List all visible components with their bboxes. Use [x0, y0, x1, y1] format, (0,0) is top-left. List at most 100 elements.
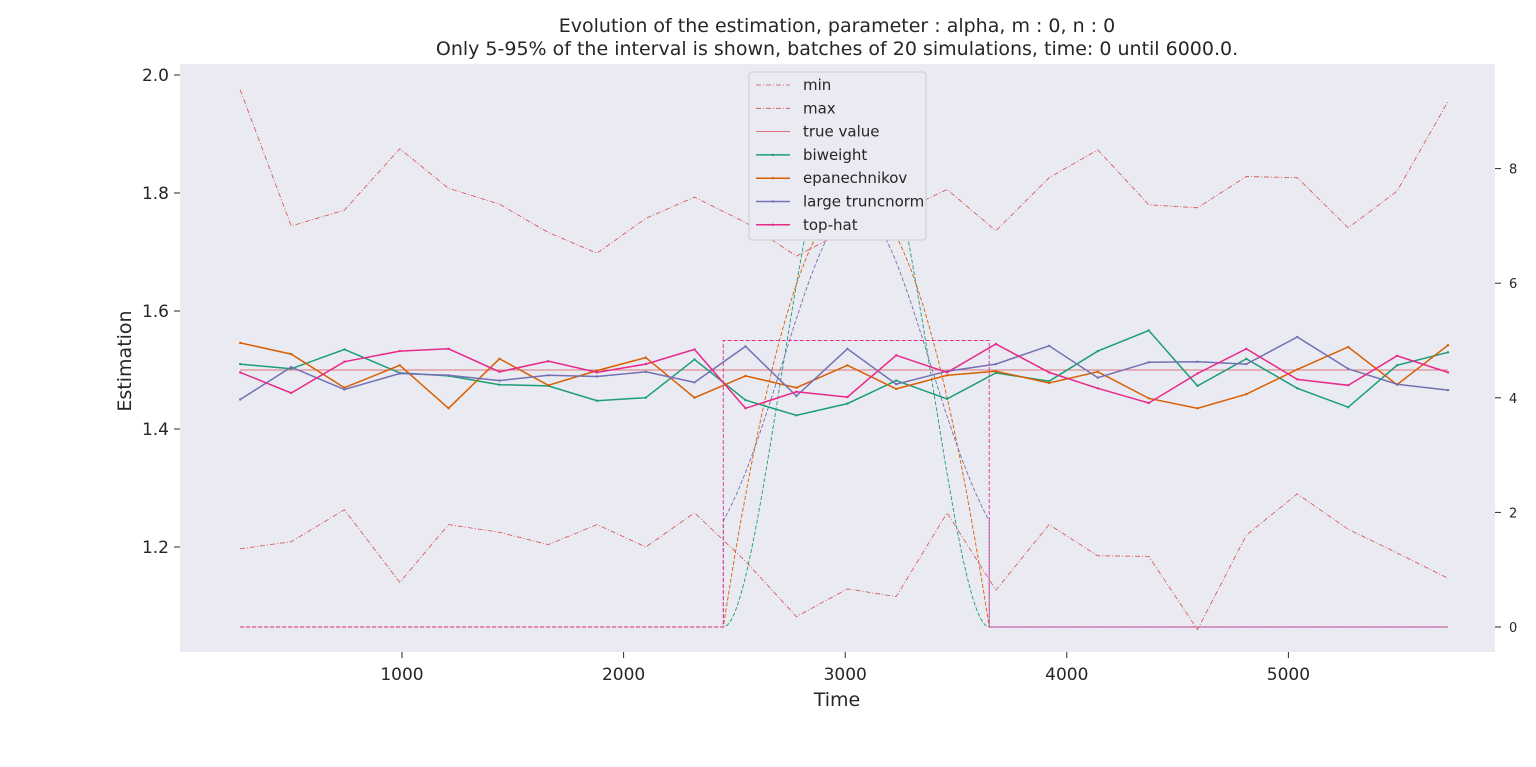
y-tick-label: 2.0 [142, 66, 169, 86]
data-point [744, 407, 747, 410]
data-point [1096, 376, 1100, 379]
legend-marker [771, 153, 775, 157]
data-point [595, 375, 599, 378]
data-point [1096, 349, 1100, 353]
data-point [1296, 387, 1299, 390]
x-tick-label: 1000 [380, 665, 423, 685]
legend-label: true value [803, 123, 880, 141]
data-point [239, 341, 242, 345]
data-point [846, 395, 849, 399]
kernel-curve-2 [240, 208, 1448, 628]
legend-label: large truncnorm [803, 193, 924, 211]
data-point [498, 357, 501, 360]
legend-label: top-hat [803, 216, 858, 234]
legend-marker [771, 200, 775, 203]
data-point [795, 414, 798, 417]
data-point [693, 358, 696, 361]
data-point [1196, 384, 1199, 388]
legend-label: epanechnikov [803, 169, 907, 187]
data-point [1347, 384, 1350, 387]
data-point [398, 372, 401, 375]
data-point [1147, 397, 1151, 400]
data-point [447, 407, 450, 410]
y-tick-label: 1.2 [142, 538, 169, 558]
data-point [1395, 354, 1399, 357]
legend-items: min max true value biweight epanechnikov larg… [756, 76, 924, 234]
data-point [994, 371, 998, 375]
y-tick-label: 1.6 [142, 302, 169, 322]
data-point [895, 354, 898, 357]
data-point [1196, 407, 1199, 410]
data-point [343, 360, 346, 363]
data-point [945, 374, 949, 377]
data-point [290, 365, 293, 369]
data-point [994, 342, 998, 346]
data-point [498, 383, 501, 386]
data-point [547, 384, 550, 387]
x-tick-label: 3000 [824, 665, 867, 685]
data-point [1096, 370, 1100, 373]
data-point [795, 390, 798, 393]
data-point [1245, 362, 1248, 366]
data-point [846, 364, 849, 367]
legend-label: biweight [803, 146, 867, 164]
data-point [644, 356, 647, 359]
data-point [547, 360, 550, 363]
legend: min max true value biweight epanechnikov larg… [748, 71, 927, 241]
data-point [644, 370, 647, 373]
x-tick-label: 4000 [1045, 665, 1088, 685]
data-point [1245, 347, 1248, 350]
y2-tick-label: 4 [1509, 392, 1517, 407]
data-point [1446, 388, 1450, 392]
data-point [1147, 401, 1151, 405]
data-point [945, 397, 949, 401]
data-point [1395, 364, 1399, 367]
data-point [744, 345, 747, 348]
y2-tick-label: 6 [1509, 277, 1517, 292]
data-point [644, 396, 647, 399]
data-point [1047, 380, 1051, 383]
x-tick-label: 2000 [602, 665, 645, 685]
y-tick-label: 1.4 [142, 420, 169, 440]
data-point [1296, 368, 1299, 371]
y-tick-label: 1.8 [142, 184, 169, 204]
data-point [290, 391, 293, 395]
data-point [994, 370, 998, 373]
data-point [1395, 383, 1399, 386]
data-point [398, 364, 401, 367]
data-point [693, 348, 696, 351]
data-point [498, 370, 501, 373]
data-point [498, 379, 501, 382]
data-point [1096, 387, 1100, 390]
legend-marker [771, 223, 775, 226]
data-point [795, 386, 798, 389]
data-point [1347, 406, 1350, 409]
data-point [1245, 357, 1248, 360]
axes-layer: 1000 2000 3000 4000 5000 1.2 1.4 1.6 1.8 2.0 0 2 4 6 8 [142, 66, 1517, 685]
data-point [1047, 344, 1051, 347]
chart-title: Evolution of the estimation, parameter :… [559, 15, 1115, 37]
data-point [239, 362, 242, 366]
data-point [239, 371, 242, 374]
data-point [1245, 393, 1248, 396]
data-point [343, 386, 346, 389]
data-point [744, 398, 747, 402]
legend-box [748, 71, 927, 241]
legend-label: max [803, 99, 836, 117]
data-point [846, 347, 849, 350]
series-line-min [240, 493, 1449, 631]
data-point [1296, 378, 1299, 381]
data-point [994, 362, 998, 366]
data-point [1347, 345, 1350, 349]
data-point [595, 369, 599, 372]
y2-tick-label: 8 [1509, 163, 1517, 178]
kernel-curve-3 [240, 340, 1448, 628]
data-point [1147, 329, 1151, 332]
data-point [1196, 360, 1199, 363]
legend-label: min [803, 76, 831, 94]
y2-tick-label: 2 [1509, 506, 1517, 521]
legend-marker [771, 177, 775, 180]
data-point [1296, 335, 1299, 339]
y-axis-label: Estimation [114, 310, 136, 411]
